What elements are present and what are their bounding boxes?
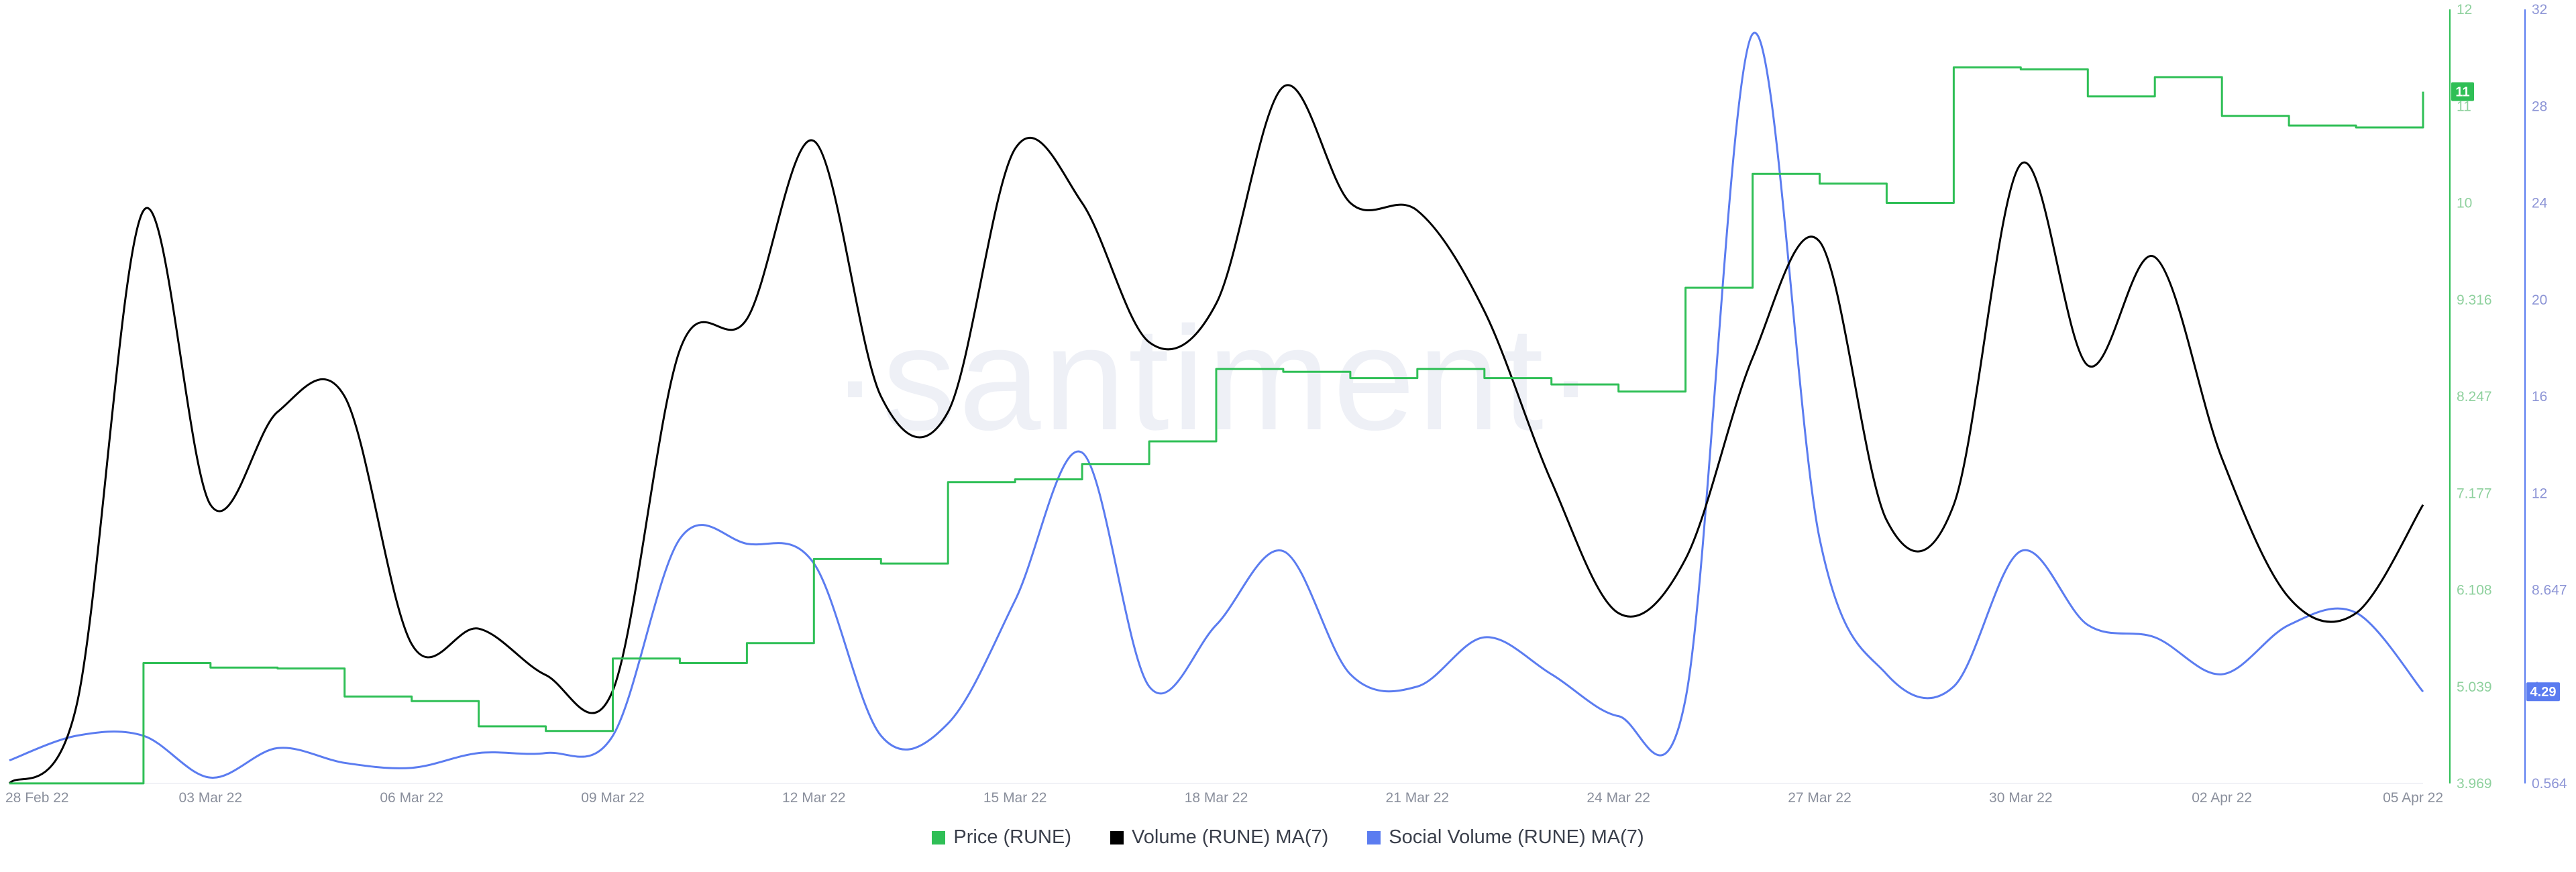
social-tick-label: 12 (2532, 486, 2547, 501)
x-tick-label: 27 Mar 22 (1788, 790, 1851, 806)
social-tick-label: 16 (2532, 389, 2547, 404)
legend-label-volume: Volume (RUNE) MA(7) (1132, 826, 1329, 848)
x-tick-label: 05 Apr 22 (2383, 790, 2443, 806)
social-tick-label: 20 (2532, 292, 2547, 308)
price-tick-label: 6.108 (2457, 583, 2492, 598)
price-last-value-badge: 11 (2455, 85, 2469, 100)
price-tick-label: 9.316 (2457, 292, 2492, 308)
legend-swatch-volume (1110, 830, 1124, 844)
legend-swatch-social (1367, 830, 1381, 844)
series-line-social (9, 32, 2424, 779)
x-tick-label: 21 Mar 22 (1386, 790, 1450, 806)
social-tick-label: 24 (2532, 196, 2548, 211)
social-last-value-badge: 4.29 (2530, 685, 2557, 700)
x-tick-label: 30 Mar 22 (1989, 790, 2053, 806)
price-tick-label: 5.039 (2457, 679, 2492, 695)
price-tick-label: 7.177 (2457, 486, 2492, 501)
social-tick-label: 8.647 (2532, 583, 2567, 598)
social-tick-label: 28 (2532, 99, 2547, 114)
legend-label-price: Price (RUNE) (953, 826, 1071, 848)
x-tick-label: 28 Feb 22 (5, 790, 69, 806)
x-tick-label: 02 Apr 22 (2192, 790, 2252, 806)
watermark: ·santiment· (830, 296, 1598, 461)
price-tick-label: 11 (2457, 99, 2471, 114)
x-tick-label: 24 Mar 22 (1587, 790, 1650, 806)
x-tick-label: 09 Mar 22 (581, 790, 645, 806)
price-last-value-badge-bg (2451, 82, 2474, 101)
price-tick-label: 12 (2457, 2, 2472, 17)
legend-item-price[interactable]: Price (RUNE) (932, 826, 1071, 849)
social-tick-label: 32 (2532, 2, 2547, 17)
x-tick-label: 12 Mar 22 (782, 790, 846, 806)
x-tick-label: 18 Mar 22 (1185, 790, 1248, 806)
price-tick-label: 10 (2457, 196, 2472, 211)
price-tick-label: 3.969 (2457, 776, 2492, 792)
x-tick-label: 06 Mar 22 (380, 790, 443, 806)
axes: 3.969 5.039 6.108 7.177 8.247 9.316 10 11 12 0.56… (5, 2, 2567, 806)
legend-item-volume[interactable]: Volume (RUNE) MA(7) (1110, 826, 1328, 849)
price-tick-label: 8.247 (2457, 389, 2492, 404)
legend-item-social[interactable]: Social Volume (RUNE) MA(7) (1367, 826, 1644, 849)
x-tick-label: 15 Mar 22 (983, 790, 1047, 806)
badges: 114.29 (2451, 82, 2560, 702)
legend: Price (RUNE) Volume (RUNE) MA(7) Social … (0, 826, 2576, 849)
x-tick-label: 03 Mar 22 (179, 790, 243, 806)
series-layer (8, 32, 2424, 785)
legend-label-social: Social Volume (RUNE) MA(7) (1389, 826, 1644, 848)
series-line-volume (8, 84, 2424, 785)
social-last-value-badge-bg (2526, 682, 2560, 702)
series-line-price (9, 66, 2424, 785)
social-tick-label: 0.564 (2532, 776, 2567, 792)
legend-swatch-price (932, 830, 946, 844)
